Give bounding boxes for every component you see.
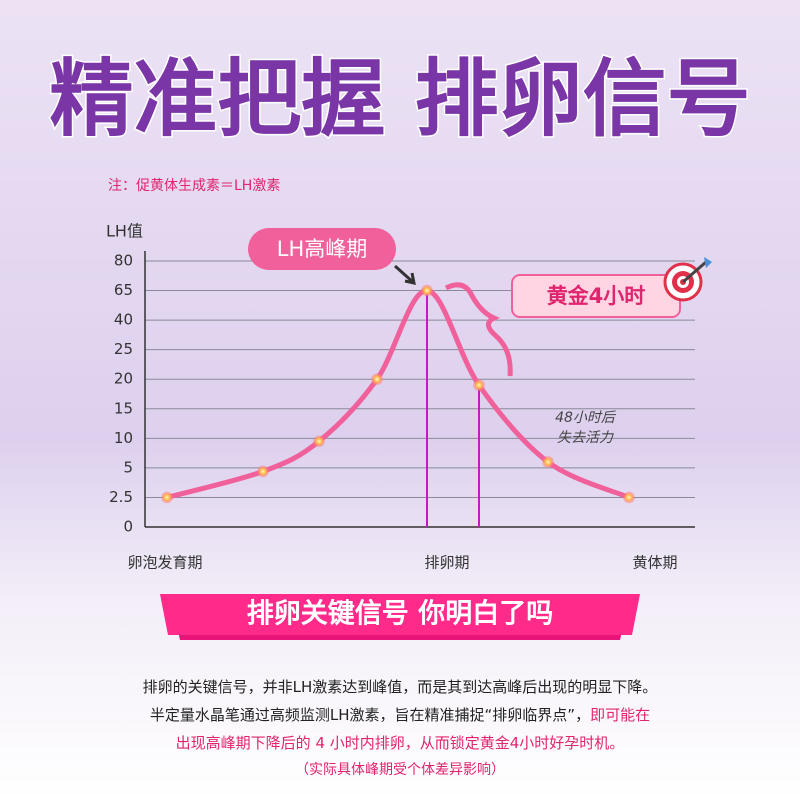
footnote: （实际具体峰期受个体差异影响） [295,762,505,778]
point [371,373,383,386]
point [623,491,635,504]
peak-callout [248,228,396,270]
y-tick-label: 40 [114,311,133,329]
y-tick-label: 15 [114,399,133,417]
title: 精准把握 排卵信号 [49,50,750,148]
banner-text: 排卵关键信号 你明白了吗 [247,598,553,630]
point [542,455,554,468]
line [164,288,632,500]
y-axis-label: LH值 [106,222,143,241]
y-tick-label: 10 [114,429,133,447]
note: 注：促黄体生成素＝LH激素 [108,177,280,194]
peak-label: LH高峰期 [277,237,368,261]
y-tick-label: 0 [123,518,133,536]
y-tick-label: 25 [114,340,133,358]
brace [444,282,513,377]
body-segment: 半定量水晶笔通过高频监测LH激素，旨在精准捕捉“排卵临界点”， [150,706,590,724]
y-tick-label: 2.5 [109,488,133,506]
point [257,465,269,478]
point [421,284,433,297]
banner [160,594,640,635]
point [473,379,485,392]
y-tick-label: 80 [114,252,133,270]
y-tick-label: 5 [123,458,133,476]
body-segment: 排卵的关键信号，并非LH激素达到峰值，而是其到达高峰后出现的明显下降。 [143,678,658,696]
body-line: 排卵的关键信号，并非LH激素达到峰值，而是其到达高峰后出现的明显下降。 [143,678,658,696]
callout-arrow [393,264,416,285]
plot: 0 2.5 5 10 15 20 25 40 65 80 卵泡发育期 排卵期 黄体期 [109,251,695,572]
body-segment: 出现高峰期下降后的 4 小时内排卵，从而锁定黄金4小时好孕时机。 [176,734,625,752]
x-tick-label: 排卵期 [424,554,469,572]
y-tick-label: 20 [114,370,133,388]
after-label: 48小时后 [555,410,617,426]
body-segment: 即可能在 [590,706,650,724]
y-tick-label: 65 [114,281,133,299]
x-tick-label: 卵泡发育期 [127,554,202,572]
after-label: 失去活力 [557,430,614,446]
body-line: 半定量水晶笔通过高频监测LH激素，旨在精准捕捉“排卵临界点”，即可能在 [150,706,650,724]
body-text: 排卵的关键信号，并非LH激素达到峰值，而是其到达高峰后出现的明显下降。半定量水晶… [143,678,658,752]
point [161,491,173,504]
golden-label: 黄金4小时 [547,284,646,308]
x-tick-label: 黄体期 [632,554,677,572]
point [313,435,325,448]
body-line: 出现高峰期下降后的 4 小时内排卵，从而锁定黄金4小时好孕时机。 [176,734,625,752]
target-icon [663,257,712,302]
